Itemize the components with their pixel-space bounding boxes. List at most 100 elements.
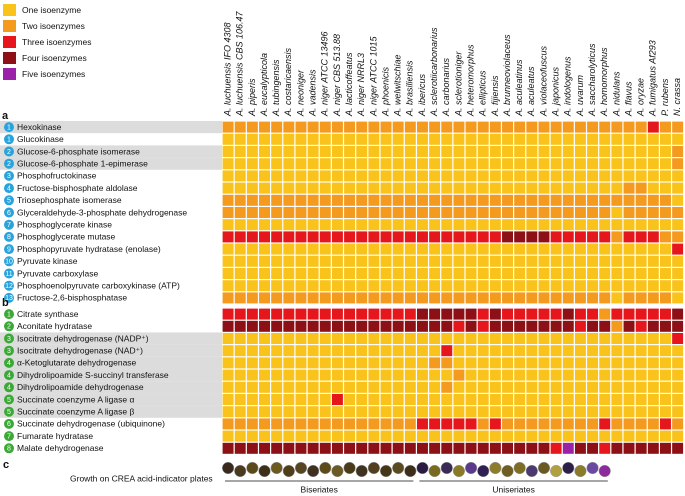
cell [660, 133, 671, 145]
cell [489, 182, 501, 194]
cell [441, 406, 453, 418]
cell [599, 194, 611, 206]
cell [283, 170, 295, 182]
cell [441, 268, 453, 279]
cell [526, 231, 538, 243]
cell [587, 394, 599, 405]
cell [526, 320, 538, 332]
cell [574, 357, 586, 369]
cell [429, 406, 441, 418]
cell [319, 345, 331, 357]
cell [587, 146, 599, 157]
row-badge [4, 431, 14, 442]
row-band [0, 145, 222, 158]
cell [611, 133, 623, 145]
cell [319, 369, 331, 381]
cell [319, 170, 331, 182]
cell [538, 381, 550, 393]
cell [453, 381, 465, 393]
cell [429, 442, 441, 454]
cell [514, 357, 526, 369]
cell [538, 121, 550, 133]
cell [514, 442, 526, 454]
cell [417, 243, 428, 255]
cell [331, 381, 343, 393]
cell [392, 268, 404, 279]
cell [441, 280, 453, 292]
row-number: 4 [7, 372, 11, 379]
cell [465, 345, 477, 357]
cell [404, 418, 416, 430]
cell [562, 219, 574, 231]
cell [489, 381, 501, 393]
cell [259, 207, 270, 218]
cell [538, 280, 550, 292]
cell [441, 345, 453, 357]
cell [441, 194, 453, 206]
cell [271, 121, 283, 133]
cell [623, 182, 635, 194]
cell [453, 345, 465, 357]
cell [647, 255, 659, 267]
cell [429, 292, 441, 304]
cell [562, 442, 574, 454]
cell [623, 207, 635, 218]
cell [234, 219, 246, 231]
cell [502, 194, 513, 206]
cell [526, 194, 538, 206]
cell [574, 133, 586, 145]
cell [222, 133, 234, 145]
cell [246, 170, 258, 182]
row-label: Succinate dehydrogenase (ubiquinone) [17, 419, 165, 429]
cell [453, 121, 465, 133]
cell [319, 243, 331, 255]
cell [587, 255, 599, 267]
cell [514, 170, 526, 182]
row-number: 10 [5, 259, 13, 266]
row-number: 7 [7, 222, 11, 229]
cell [562, 231, 574, 243]
cell [502, 292, 513, 304]
cell [647, 231, 659, 243]
column-label: A. luchuensis CBS 106.47 [235, 10, 245, 117]
row-label: Citrate synthase [17, 309, 79, 319]
cell [331, 369, 343, 381]
column-label: A. violaceofuscus [538, 45, 548, 117]
cell [319, 146, 331, 157]
cell [246, 381, 258, 393]
cell [331, 333, 343, 344]
cell [380, 268, 392, 279]
cell [246, 406, 258, 418]
row-label: Glucose-6-phosphate 1-epimerase [17, 158, 148, 168]
cell [453, 357, 465, 369]
cell [465, 121, 477, 133]
column-label: A. homomorphus [599, 47, 609, 117]
cell [404, 280, 416, 292]
column-label: A. niger CBS 513.88 [332, 34, 342, 117]
cell [538, 243, 550, 255]
cell [599, 121, 611, 133]
row-label: Fructose-2,6-bisphosphatase [17, 293, 127, 303]
cell [319, 231, 331, 243]
cell [562, 369, 574, 381]
row-number: 13 [5, 295, 13, 302]
cell [319, 320, 331, 332]
cell [574, 194, 586, 206]
cell [380, 121, 392, 133]
cell [587, 308, 599, 320]
cell [234, 146, 246, 157]
row-badge [4, 256, 14, 267]
cell [392, 219, 404, 231]
row-band [0, 405, 222, 418]
column-label: A. fumigatus Af293 [648, 40, 658, 117]
cell [392, 308, 404, 320]
cell [429, 219, 441, 231]
cell [660, 345, 671, 357]
cell [392, 320, 404, 332]
cell [441, 308, 453, 320]
column-label: A. nidulans [611, 71, 621, 117]
cell [489, 430, 501, 442]
cell [526, 255, 538, 267]
column-label: A. niger ATCC 1015 [368, 35, 378, 117]
